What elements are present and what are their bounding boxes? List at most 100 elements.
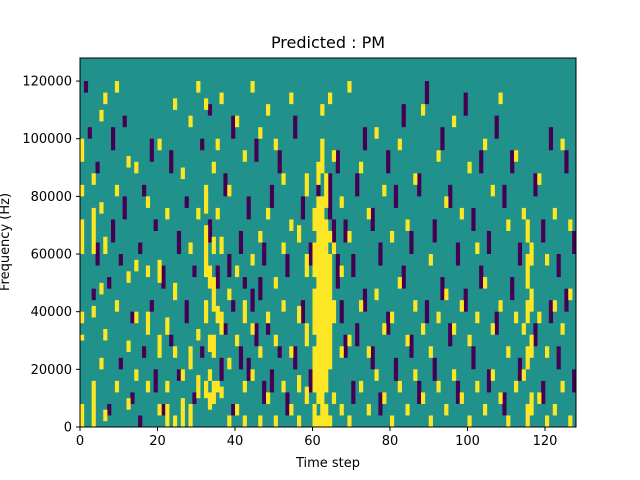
heatmap-cell-high [390,230,395,243]
x-axis-ticks: 0 20 40 60 80 100 120 [76,427,557,449]
heatmap-cell-high [134,369,139,381]
heatmap-cell-high [467,334,472,347]
heatmap-cell-low [242,277,247,289]
heatmap-cell-high [242,150,247,162]
heatmap-cell-high [126,271,131,283]
heatmap-cell-high [281,242,286,255]
heatmap-cell-low [207,219,213,243]
heatmap-cell-high [459,207,464,220]
heatmap-cell-high [331,150,337,162]
heatmap-cell-high [215,138,220,151]
heatmap-cell-high [529,392,534,416]
heatmap-cell-low [335,254,340,289]
heatmap-cell-low [223,173,228,197]
heatmap-cell-high [165,207,170,220]
heatmap-cell-low [238,346,244,370]
heatmap-cell-high [145,265,151,278]
heatmap-cell-high [490,184,495,197]
heatmap-cell-low [556,346,561,370]
heatmap-cell-low [227,254,232,278]
heatmap-cell-low [169,334,174,347]
heatmap-cells [80,58,577,428]
heatmap-cell-high [467,161,472,174]
heatmap-cell-high [304,323,309,347]
heatmap-cell-high [428,415,433,427]
heatmap-cell-high [339,196,344,208]
heatmap-cell-low [176,369,182,381]
x-tick-label: 60 [304,434,321,449]
heatmap-cell-high [235,334,240,347]
heatmap-cell-high [506,219,511,231]
heatmap-cell-low [351,254,356,278]
heatmap-cell-low [355,173,360,197]
heatmap-cell-high [529,334,534,358]
heatmap-cell-low [161,265,166,289]
y-tick-label: 100000 [22,132,72,147]
heatmap-cell-high [165,317,170,335]
heatmap-cell-high [273,334,278,347]
heatmap-cell-high [397,380,402,393]
heatmap-cell-high [258,127,263,139]
heatmap-cell-high [339,265,344,278]
heatmap-cell-high [273,277,278,289]
heatmap-cell-high [413,173,418,185]
heatmap-cell-low [277,346,282,358]
heatmap-cell-high [359,380,364,393]
heatmap-cell-low [184,300,189,324]
heatmap-cell-low [362,288,368,312]
heatmap-cell-high [266,104,271,116]
heatmap-cell-high [211,161,216,174]
heatmap-cell-high [390,311,395,324]
heatmap-cell-high [405,334,410,347]
heatmap-cell-low [331,219,337,255]
heatmap-cell-high [498,392,503,404]
heatmap-cell-high [347,415,352,427]
heatmap-cell-high [320,104,325,116]
heatmap-cell-low [548,127,554,151]
x-tick-label: 20 [149,434,166,449]
heatmap-cell-high [91,305,96,318]
x-tick-label: 80 [382,434,399,449]
heatmap-cell-low [285,254,290,278]
heatmap-cell-high [413,300,418,312]
heatmap-cell-low [269,369,275,393]
heatmap-cell-high [289,92,294,105]
heatmap-cell-low [83,81,89,93]
heatmap-cell-low [246,196,251,220]
heatmap-cell-high [397,138,402,151]
heatmap-cell-high [207,334,213,353]
heatmap-cell-low [424,300,430,324]
heatmap-cell-high [506,415,511,427]
heatmap-cell-high [80,184,85,197]
heatmap-cell-high [467,415,472,427]
heatmap-cell-high [114,300,120,312]
heatmap-cell-high [475,380,480,393]
heatmap-cell-low [215,265,220,289]
heatmap-cell-high [498,92,503,105]
heatmap-cell-low [556,254,561,278]
heatmap-cell-high [227,184,232,197]
heatmap-cell-high [560,138,565,151]
heatmap-cell-low [184,196,189,208]
heatmap-cell-low [238,230,244,255]
heatmap-cell-high [219,236,224,255]
heatmap-cell-high [207,369,213,381]
heatmap-cell-high [552,207,557,220]
heatmap-cell-low [343,334,348,358]
heatmap-cell-high [207,265,213,289]
heatmap-cell-low [471,346,476,370]
heatmap-cell-high [525,346,530,370]
heatmap-cell-high [366,346,371,358]
heatmap-cell-high [316,161,321,185]
heatmap-cell-low [308,242,313,266]
heatmap-cell-low [455,242,461,266]
heatmap-cell-high [215,207,220,220]
heatmap-cell-low [386,150,391,174]
heatmap-cell-high [312,346,317,393]
heatmap-cell-high [250,81,255,93]
heatmap-cell-high [258,346,263,358]
heatmap-cell-high [304,173,309,197]
heatmap-cell-low [463,288,468,312]
heatmap-cell-high [227,357,232,370]
